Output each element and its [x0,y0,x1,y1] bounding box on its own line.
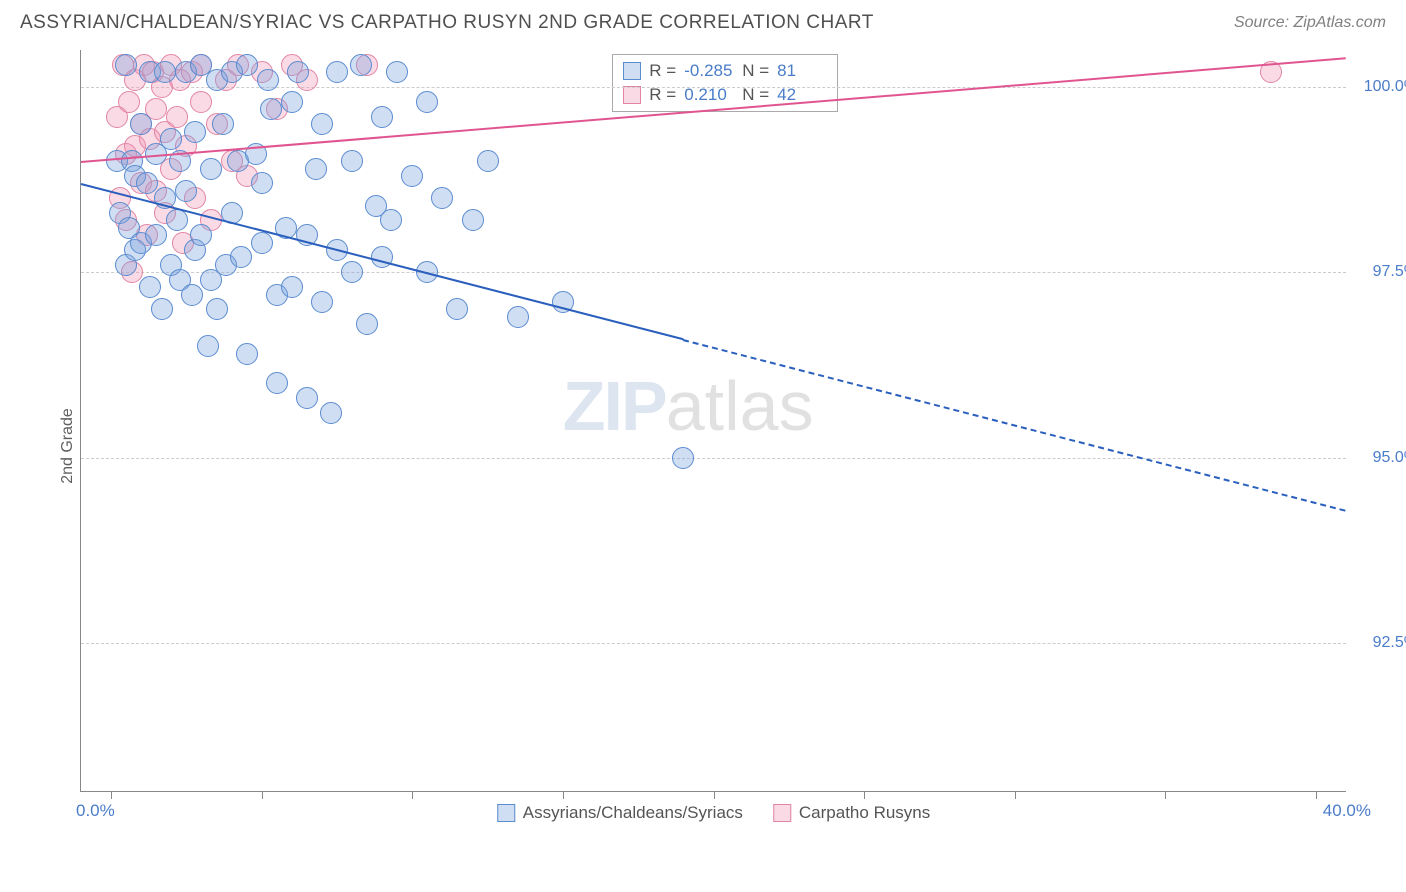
stats-n-label: N = [742,61,769,81]
legend-item-pink: Carpatho Rusyns [773,803,930,823]
scatter-point-blue [175,180,197,202]
scatter-point-blue [181,284,203,306]
stats-swatch-pink [623,86,641,104]
source-site: ZipAtlas.com [1294,14,1386,31]
chart-container: 2nd Grade ZIPatlas R = -0.285 N = 81 R =… [50,50,1386,842]
legend-swatch-blue [497,804,515,822]
x-tick [1316,791,1317,799]
plot-area: ZIPatlas R = -0.285 N = 81 R = 0.210 N =… [80,50,1346,792]
y-tick-label: 95.0% [1373,449,1406,467]
scatter-point-blue [154,61,176,83]
x-tick [111,791,112,799]
legend-swatch-pink [773,804,791,822]
x-tick [1165,791,1166,799]
source-label: Source: [1234,14,1289,31]
stats-r-label: R = [649,61,676,81]
scatter-point-blue [296,387,318,409]
scatter-point-blue [311,113,333,135]
stats-r-blue: -0.285 [684,61,734,81]
scatter-point-blue [341,261,363,283]
scatter-point-blue [305,158,327,180]
scatter-point-blue [230,246,252,268]
x-tick [864,791,865,799]
legend-label-blue: Assyrians/Chaldeans/Syriacs [523,803,743,823]
x-axis-max-label: 40.0% [1323,801,1371,821]
gridline-h [81,458,1346,459]
x-tick [714,791,715,799]
scatter-point-blue [326,61,348,83]
scatter-point-blue [236,343,258,365]
scatter-point-blue [200,158,222,180]
scatter-point-blue [251,172,273,194]
scatter-point-blue [386,61,408,83]
scatter-point-blue [341,150,363,172]
scatter-point-blue [431,187,453,209]
scatter-point-blue [139,276,161,298]
chart-header: ASSYRIAN/CHALDEAN/SYRIAC VS CARPATHO RUS… [0,0,1406,42]
scatter-point-blue [257,69,279,91]
watermark-atlas: atlas [666,367,814,445]
x-tick [1015,791,1016,799]
scatter-point-pink [166,106,188,128]
watermark: ZIPatlas [563,366,814,446]
scatter-point-blue [401,165,423,187]
scatter-point-blue [251,232,273,254]
scatter-point-blue [115,54,137,76]
chart-title: ASSYRIAN/CHALDEAN/SYRIAC VS CARPATHO RUS… [20,12,874,34]
scatter-point-blue [477,150,499,172]
scatter-point-pink [118,91,140,113]
legend-item-blue: Assyrians/Chaldeans/Syriacs [497,803,743,823]
scatter-point-blue [260,98,282,120]
scatter-point-blue [212,113,234,135]
scatter-point-blue [350,54,372,76]
scatter-point-blue [266,372,288,394]
scatter-point-blue [145,224,167,246]
scatter-point-blue [281,91,303,113]
y-tick-label: 97.5% [1373,263,1406,281]
scatter-point-blue [236,54,258,76]
legend: Assyrians/Chaldeans/Syriacs Carpatho Rus… [497,803,931,823]
scatter-point-blue [136,172,158,194]
scatter-point-pink [190,91,212,113]
scatter-point-blue [672,447,694,469]
scatter-point-blue [166,209,188,231]
scatter-point-blue [190,224,212,246]
x-tick [412,791,413,799]
scatter-point-blue [371,106,393,128]
x-tick [563,791,564,799]
scatter-point-blue [160,128,182,150]
stats-row-blue: R = -0.285 N = 81 [623,59,827,83]
stats-swatch-blue [623,62,641,80]
scatter-point-blue [416,91,438,113]
scatter-point-blue [151,298,173,320]
scatter-point-blue [446,298,468,320]
scatter-point-blue [311,291,333,313]
scatter-point-blue [462,209,484,231]
scatter-point-blue [206,298,228,320]
watermark-zip: ZIP [563,367,666,445]
scatter-point-blue [356,313,378,335]
y-tick-label: 100.0% [1364,78,1406,96]
legend-label-pink: Carpatho Rusyns [799,803,930,823]
x-axis-min-label: 0.0% [76,801,115,821]
scatter-point-blue [130,113,152,135]
gridline-h [81,272,1346,273]
source-attribution: Source: ZipAtlas.com [1234,14,1386,32]
scatter-point-blue [281,276,303,298]
y-tick-label: 92.5% [1373,634,1406,652]
gridline-h [81,643,1346,644]
x-tick [262,791,263,799]
scatter-point-blue [371,246,393,268]
scatter-point-blue [197,335,219,357]
stats-n-blue: 81 [777,61,827,81]
trend-line [683,339,1346,512]
y-axis-label: 2nd Grade [59,408,77,484]
scatter-point-blue [507,306,529,328]
scatter-point-blue [287,61,309,83]
scatter-point-blue [184,121,206,143]
scatter-point-blue [320,402,342,424]
scatter-point-blue [380,209,402,231]
